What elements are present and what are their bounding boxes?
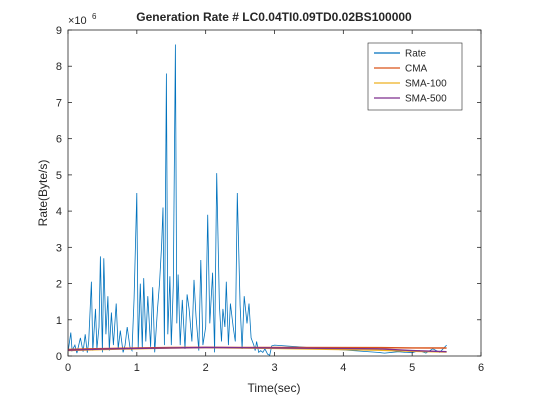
y-tick-label: 7 — [56, 97, 62, 109]
legend-label-cma: CMA — [405, 64, 428, 75]
y-tick-label: 4 — [56, 206, 62, 218]
y-tick-label: 9 — [56, 25, 62, 37]
legend-label-sma-500: SMA-500 — [405, 94, 447, 105]
legend: Rate CMA SMA-100 SMA-500 — [367, 42, 463, 111]
y-axis-label: Rate(Byte/s) — [36, 160, 50, 227]
chart-title: Generation Rate # LC0.04TI0.09TD0.02BS10… — [136, 10, 412, 24]
y-tick-label: 3 — [56, 242, 62, 254]
y-tick-label: 5 — [56, 170, 62, 182]
y-tick-label: 1 — [56, 315, 62, 327]
y-axis: 0 1 2 3 4 5 6 7 8 9 — [56, 25, 481, 363]
x-axis: 0 1 2 3 4 5 6 — [65, 30, 484, 374]
y-tick-label: 6 — [56, 134, 62, 146]
x-tick-label: 1 — [134, 362, 140, 374]
x-tick-label: 0 — [65, 362, 71, 374]
x-tick-label: 5 — [409, 362, 415, 374]
y-exponent-base: ×10 — [68, 15, 87, 27]
x-tick-label: 6 — [478, 362, 484, 374]
legend-box — [367, 42, 463, 111]
series-line-sma-500 — [67, 346, 447, 353]
series-line-rate — [67, 44, 447, 356]
legend-label-sma-100: SMA-100 — [405, 79, 447, 90]
x-tick-label: 2 — [203, 362, 209, 374]
y-tick-label: 2 — [56, 279, 62, 291]
legend-label-rate: Rate — [405, 49, 427, 60]
y-exponent-power: 6 — [92, 12, 97, 21]
series-layer — [67, 44, 447, 356]
y-tick-label: 0 — [56, 351, 62, 363]
y-tick-label: 8 — [56, 61, 62, 73]
x-tick-label: 3 — [271, 362, 277, 374]
x-tick-label: 4 — [340, 362, 346, 374]
x-axis-label: Time(sec) — [248, 381, 301, 395]
